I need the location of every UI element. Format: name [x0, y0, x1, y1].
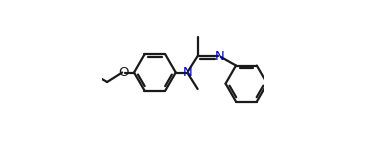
Text: N: N [214, 50, 224, 62]
Text: O: O [118, 66, 129, 79]
Text: N: N [183, 66, 193, 79]
